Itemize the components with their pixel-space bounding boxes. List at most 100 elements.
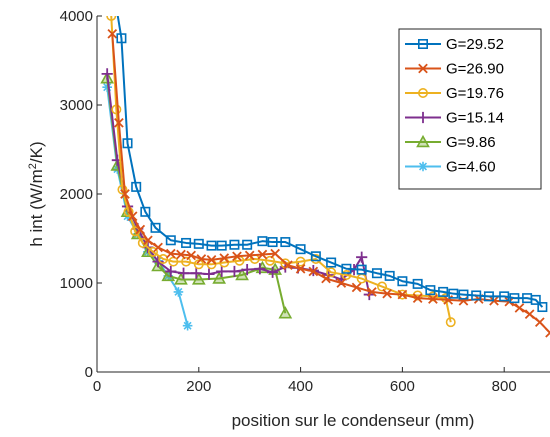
data-point: [158, 253, 169, 264]
y-tick-label: 2000: [60, 186, 93, 203]
tick-labels: 0 200 400 600 800 0 1000 2000 3000 4000: [60, 8, 517, 395]
data-point: [235, 267, 249, 281]
legend-item: G=29.52: [405, 36, 504, 53]
data-point: [336, 278, 347, 288]
data-point: [137, 237, 148, 248]
legend-item: G=4.60: [405, 159, 496, 176]
data-point: [257, 236, 268, 247]
data-point: [140, 206, 151, 217]
data-point: [321, 273, 331, 284]
data-point: [153, 242, 163, 253]
legend-label: G=19.76: [446, 85, 504, 102]
y-tick-label: 4000: [60, 8, 93, 25]
data-point: [425, 285, 436, 296]
data-point: [196, 254, 207, 264]
data-point: [102, 82, 112, 92]
data-point: [242, 239, 253, 250]
data-point: [483, 291, 494, 302]
data-point: [412, 290, 423, 301]
data-point: [147, 246, 158, 257]
legend-marker: [418, 161, 428, 172]
legend-label: G=4.60: [446, 159, 496, 176]
data-point: [356, 264, 367, 275]
data-point: [107, 28, 118, 39]
y-tick-label: 0: [85, 364, 93, 381]
axes-layer: [96, 15, 550, 373]
y-tick-label: 1000: [60, 275, 93, 292]
data-point: [534, 317, 545, 327]
data-point: [173, 287, 184, 297]
data-point: [181, 237, 192, 248]
data-point: [219, 253, 230, 263]
data-point: [504, 296, 515, 307]
data-point: [216, 240, 227, 251]
data-point: [241, 264, 253, 276]
series-g-29-52: [112, 3, 548, 313]
data-point: [127, 211, 138, 222]
data-point: [212, 271, 227, 284]
data-point: [216, 265, 228, 278]
legend-item: G=9.86: [405, 134, 496, 151]
data-point: [122, 138, 133, 149]
data-point: [174, 272, 188, 285]
data-point: [308, 266, 319, 277]
data-point: [509, 293, 520, 304]
y-axis-label-tail: /K): [27, 141, 46, 163]
data-point: [229, 239, 240, 250]
data-point: [117, 184, 128, 195]
legend-marker: [417, 111, 429, 124]
legend-marker: [417, 38, 428, 49]
y-axis-label: h int (W/m2/K): [27, 141, 46, 246]
x-tick-label: 600: [390, 378, 415, 395]
data-point: [448, 288, 459, 299]
data-point: [120, 189, 130, 199]
data-point: [412, 278, 423, 289]
data-point: [371, 268, 382, 279]
data-point: [131, 181, 142, 192]
data-point: [471, 290, 482, 301]
data-point: [191, 272, 206, 285]
data-point: [193, 238, 204, 249]
data-point: [106, 16, 117, 21]
data-point: [280, 237, 291, 248]
x-axis-label: position sur le condenseur (mm): [232, 411, 475, 430]
data-point: [367, 287, 377, 297]
data-point: [244, 250, 255, 261]
data-point: [377, 281, 388, 292]
data-point: [356, 251, 368, 263]
x-tick-label: 400: [288, 378, 313, 395]
data-point: [165, 265, 177, 278]
data-point: [351, 282, 362, 293]
series-line: [110, 16, 452, 323]
data-point: [257, 249, 268, 260]
data-point: [254, 263, 266, 275]
data-point: [295, 256, 306, 267]
legend-item: G=19.76: [405, 85, 504, 102]
data-point: [152, 256, 164, 268]
data-point: [123, 206, 134, 217]
data-point: [295, 244, 306, 255]
data-point: [182, 320, 193, 331]
y-axis-label-superscript: 2: [27, 163, 39, 169]
data-point: [545, 328, 550, 338]
data-point: [190, 267, 202, 279]
data-point: [181, 256, 192, 267]
data-point: [265, 255, 276, 266]
data-point: [438, 286, 449, 297]
y-tick-label: 3000: [60, 97, 93, 114]
data-point: [186, 250, 196, 261]
x-tick-label: 800: [492, 378, 517, 395]
y-axis-label-main: h int (W/m: [27, 169, 46, 246]
data-point: [445, 317, 456, 328]
legend-label: G=29.52: [446, 36, 504, 53]
data-point: [193, 259, 204, 270]
data-point: [397, 276, 408, 287]
data-point: [135, 224, 146, 235]
data-point: [112, 3, 120, 11]
data-point: [499, 291, 510, 302]
data-point: [341, 269, 352, 280]
series-layer: [100, 3, 550, 338]
legend-item: G=15.14: [405, 110, 504, 127]
data-point: [206, 240, 217, 251]
data-point: [114, 117, 124, 128]
